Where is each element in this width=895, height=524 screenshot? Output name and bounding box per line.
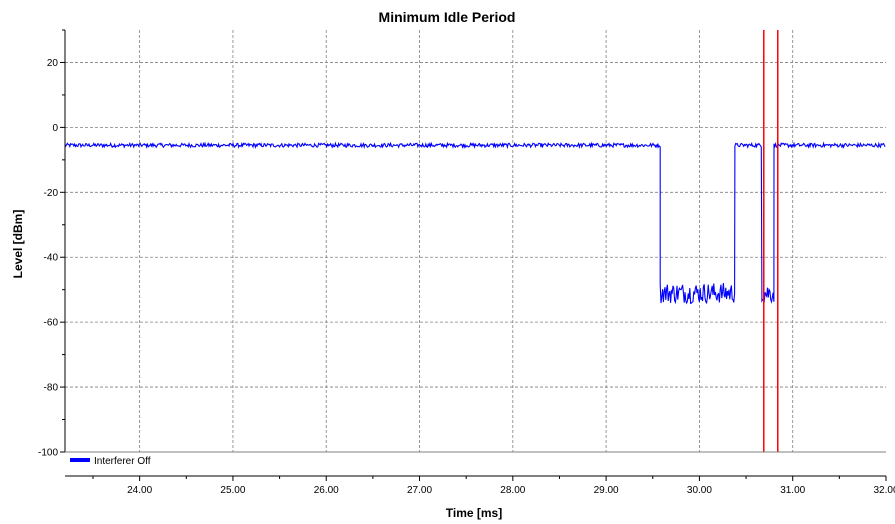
x-axis-label: Time [ms]: [446, 506, 502, 520]
x-tick-label: 25.00: [220, 485, 245, 496]
legend: Interferer Off: [70, 456, 151, 467]
x-tick-label: 26.00: [314, 485, 339, 496]
plot-area: [64, 30, 886, 452]
y-tick-label: 0: [52, 123, 58, 134]
x-tick-label: 24.00: [127, 485, 152, 496]
legend-label: Interferer Off: [94, 456, 151, 467]
x-tick-label: 27.00: [407, 485, 432, 496]
x-axis-ticks: 24.00 25.00 26.00 27.00 28.00 29.00 30.00 31.00…: [92, 476, 895, 496]
y-tick-label: 20: [47, 58, 59, 69]
y-tick-label: -40: [44, 253, 59, 264]
y-axis-ticks: -100 -80 -60 -40 -20 0 20: [38, 29, 65, 459]
x-tick-label: 28.00: [500, 485, 525, 496]
grid: [65, 30, 886, 452]
x-tick-label: 29.00: [594, 485, 619, 496]
chart-title: Minimum Idle Period: [379, 9, 516, 25]
series-line-interferer-off: [64, 141, 886, 305]
y-tick-label: -60: [44, 318, 59, 329]
x-tick-label: 32.00: [873, 485, 895, 496]
x-tick-label: 30.00: [687, 485, 712, 496]
x-tick-label: 31.00: [780, 485, 805, 496]
y-tick-label: -20: [44, 188, 59, 199]
axes: [64, 30, 886, 477]
y-tick-label: -80: [44, 383, 59, 394]
y-tick-label: -100: [38, 448, 58, 459]
y-axis-label: Level [dBm]: [11, 210, 25, 279]
